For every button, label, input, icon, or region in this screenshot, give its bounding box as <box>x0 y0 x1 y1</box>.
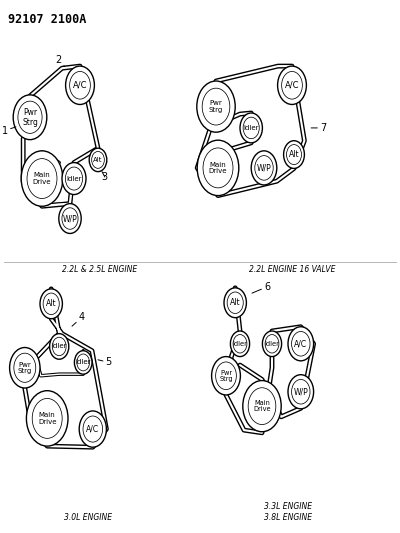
Text: 4: 4 <box>72 312 85 326</box>
Circle shape <box>79 411 106 447</box>
Text: W/P: W/P <box>257 164 271 172</box>
Text: Pwr
Strg: Pwr Strg <box>209 100 223 113</box>
Text: Pwr
Strg: Pwr Strg <box>18 361 32 374</box>
Circle shape <box>40 289 62 319</box>
Text: Idler: Idler <box>244 125 259 131</box>
Circle shape <box>197 140 239 196</box>
Text: 6: 6 <box>252 282 270 293</box>
Circle shape <box>262 331 282 357</box>
Text: 7: 7 <box>311 123 326 133</box>
Text: Alt: Alt <box>46 300 56 308</box>
Circle shape <box>197 81 235 132</box>
Text: Idler: Idler <box>66 175 82 182</box>
Text: Idler: Idler <box>52 343 67 350</box>
Circle shape <box>10 348 40 388</box>
Circle shape <box>278 66 306 104</box>
Circle shape <box>66 66 94 104</box>
Circle shape <box>59 204 81 233</box>
Text: 92107 2100A: 92107 2100A <box>8 13 86 26</box>
Circle shape <box>13 95 47 140</box>
Text: Alt: Alt <box>93 157 103 163</box>
Text: Idler: Idler <box>76 359 91 366</box>
Text: 2.2L ENGINE 16 VALVE: 2.2L ENGINE 16 VALVE <box>249 265 335 274</box>
Text: Main
Drive: Main Drive <box>253 400 271 413</box>
Circle shape <box>89 148 107 172</box>
Text: 3.0L ENGINE: 3.0L ENGINE <box>64 513 112 522</box>
Text: Pwr
Strg: Pwr Strg <box>219 369 233 382</box>
Text: 5: 5 <box>98 358 112 367</box>
Text: 2.2L & 2.5L ENGINE: 2.2L & 2.5L ENGINE <box>62 265 138 274</box>
Circle shape <box>224 288 246 318</box>
Circle shape <box>26 391 68 446</box>
Circle shape <box>74 351 92 374</box>
Circle shape <box>240 113 262 143</box>
Circle shape <box>288 375 314 409</box>
Circle shape <box>62 163 86 195</box>
Circle shape <box>212 357 240 395</box>
Text: Alt: Alt <box>289 150 299 159</box>
Text: W/P: W/P <box>294 387 308 396</box>
Text: A/C: A/C <box>294 340 307 348</box>
Text: 2: 2 <box>55 55 65 67</box>
Text: 3.3L ENGINE
3.8L ENGINE: 3.3L ENGINE 3.8L ENGINE <box>264 502 312 522</box>
Text: 3: 3 <box>102 172 108 182</box>
Text: Main
Drive: Main Drive <box>33 172 51 185</box>
Text: 1: 1 <box>2 126 16 135</box>
Circle shape <box>284 141 304 168</box>
Text: Alt: Alt <box>230 298 240 307</box>
Circle shape <box>243 381 281 432</box>
Text: Idler: Idler <box>232 341 248 347</box>
Text: A/C: A/C <box>285 81 299 90</box>
Circle shape <box>288 327 314 361</box>
Text: A/C: A/C <box>73 81 87 90</box>
Circle shape <box>251 151 277 185</box>
Text: W/P: W/P <box>63 214 77 223</box>
Circle shape <box>230 331 250 357</box>
Circle shape <box>50 334 69 359</box>
Text: Main
Drive: Main Drive <box>38 412 56 425</box>
Circle shape <box>21 151 63 206</box>
Text: A/C: A/C <box>86 425 99 433</box>
Text: Main
Drive: Main Drive <box>209 161 227 174</box>
Text: Idler: Idler <box>264 341 280 347</box>
Text: Pwr
Strg: Pwr Strg <box>22 108 38 127</box>
